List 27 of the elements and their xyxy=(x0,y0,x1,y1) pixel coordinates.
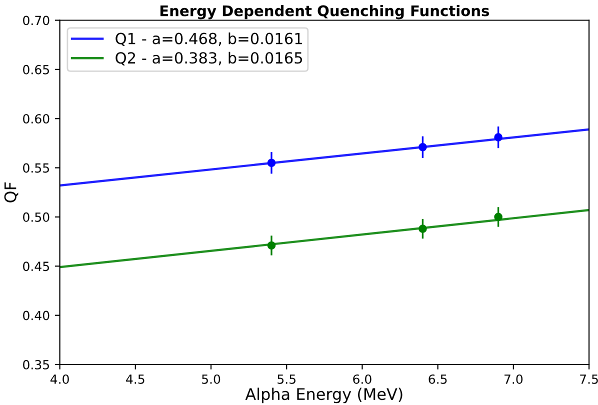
point xyxy=(494,133,502,142)
y-tick-label: 0.35 xyxy=(23,360,49,370)
y-tick-label: 0.60 xyxy=(23,114,50,124)
point xyxy=(267,241,276,250)
y-axis-title: QF xyxy=(4,182,18,202)
y-tick-label: 0.70 xyxy=(23,16,50,26)
x-axis-title: Alpha Energy (MeV) xyxy=(245,388,402,404)
y-tick-label: 0.40 xyxy=(23,310,50,320)
y-tick-label: 0.65 xyxy=(23,64,49,74)
y-tick-label: 0.45 xyxy=(23,262,49,272)
x-tick-label: 6.5 xyxy=(428,374,447,384)
x-tick-label: 7.0 xyxy=(504,374,523,384)
x-tick-label: 4.0 xyxy=(50,374,69,384)
point xyxy=(418,224,427,233)
point xyxy=(267,158,276,168)
x-tick-label: 6.0 xyxy=(353,374,372,384)
chart-title: Energy Dependent Quenching Functions xyxy=(160,5,490,20)
point xyxy=(418,142,427,152)
y-tick-label: 0.50 xyxy=(23,212,50,222)
legend-label: Q1 - a=0.468, b=0.0161 xyxy=(116,32,302,46)
legend-label: Q2 - a=0.383, b=0.0165 xyxy=(116,52,302,66)
x-tick-label: 5.0 xyxy=(202,374,220,384)
x-tick-label: 5.5 xyxy=(278,374,296,384)
point xyxy=(494,212,502,222)
x-tick-label: 7.5 xyxy=(580,374,598,384)
y-tick-label: 0.55 xyxy=(23,163,49,173)
x-tick-label: 4.5 xyxy=(126,374,144,384)
